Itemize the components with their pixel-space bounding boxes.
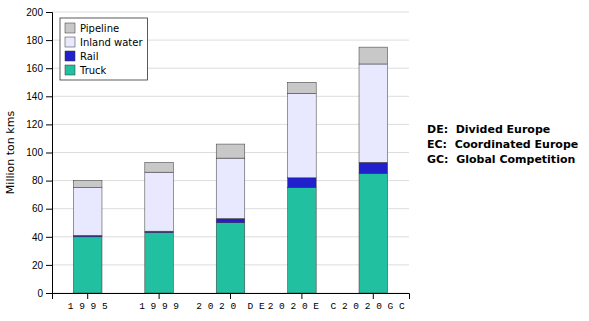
bar: [145, 162, 174, 172]
grid-line: [52, 12, 409, 13]
bar: [145, 172, 174, 231]
y-axis: 0 20 40 60 80 100 120 140 160 180 200: [26, 7, 52, 299]
bar: [359, 162, 388, 173]
y-tick-label: 120: [26, 119, 43, 130]
x-tick-mark: [159, 293, 160, 299]
grid-line: [52, 124, 409, 125]
bar: [73, 237, 102, 293]
y-tick: 80: [32, 175, 52, 186]
bar-series: [73, 64, 387, 235]
y-tick: 180: [26, 35, 52, 46]
x-tick-mark: [87, 293, 88, 299]
annotation-line: EC: Coordinated Europe: [427, 138, 578, 151]
y-tick-label: 140: [26, 91, 43, 102]
grid-line: [52, 96, 409, 97]
chart-container: 0204060801001201401601802001 9 9 51 9 9 …: [0, 0, 589, 321]
plot: 0204060801001201401601802001 9 9 51 9 9 …: [4, 7, 410, 312]
legend-swatch: [65, 65, 75, 75]
y-tick-label: 180: [26, 35, 43, 46]
legend-swatch: [65, 37, 75, 47]
y-tick: 200: [26, 7, 52, 18]
legend-item: Inland water: [65, 37, 143, 48]
legend-label: Inland water: [80, 37, 143, 48]
x-tick-label: 1 9 9 9: [139, 301, 179, 312]
bars: [73, 47, 387, 293]
bar: [288, 93, 317, 177]
y-tick-mark: [46, 124, 52, 125]
y-tick: 140: [26, 91, 52, 102]
y-tick-label: 80: [32, 175, 44, 186]
bar: [73, 181, 102, 188]
y-tick: 0: [37, 288, 52, 299]
chart-svg: 0204060801001201401601802001 9 9 51 9 9 …: [0, 0, 589, 321]
bar: [288, 82, 317, 93]
x-tick-label: 2 0 2 0 D E: [196, 301, 265, 312]
y-tick-mark: [46, 181, 52, 182]
bar: [359, 47, 388, 64]
legend-item: Pipeline: [65, 23, 119, 34]
legend-label: Pipeline: [80, 23, 119, 34]
x-axis: 1 9 9 5 1 9 9 9 2 0 2 0 D E2 0 2 0 E C 2 0 …: [53, 293, 410, 312]
legend-item: Rail: [65, 51, 98, 62]
y-tick: 160: [26, 63, 52, 74]
x-axis-line: [53, 294, 410, 300]
x-tick: 2 0 2 0 D E: [196, 293, 265, 312]
y-tick-label: 200: [26, 7, 43, 18]
y-tick-mark: [46, 237, 52, 238]
y-tick-mark: [46, 68, 52, 69]
x-tick: 2 0 2 0 G C: [342, 293, 405, 312]
y-tick-label: 100: [26, 147, 43, 158]
bar: [216, 223, 245, 293]
bar: [359, 174, 388, 293]
y-tick: 20: [32, 260, 52, 271]
y-tick-mark: [46, 12, 52, 13]
grid: [52, 12, 409, 293]
x-tick-mark: [230, 293, 231, 299]
y-tick: 100: [26, 147, 52, 158]
y-tick-mark: [46, 293, 52, 294]
y-tick-mark: [46, 265, 52, 266]
y-tick-mark: [46, 153, 52, 154]
x-tick-mark: [301, 293, 302, 299]
y-tick-mark: [46, 209, 52, 210]
legend-label: Truck: [79, 65, 107, 76]
x-tick: 1 9 9 9: [139, 293, 179, 312]
legend: Pipeline Inland water Rail Truck: [60, 18, 148, 80]
y-axis-title: Million ton kms: [4, 111, 17, 195]
bar: [73, 188, 102, 236]
legend-box: [60, 18, 148, 80]
bar: [216, 158, 245, 218]
x-tick-label: 2 0 2 0 E C: [268, 301, 337, 312]
y-tick-mark: [46, 96, 52, 97]
y-tick-mark: [46, 40, 52, 41]
bar: [145, 233, 174, 293]
bar: [359, 64, 388, 162]
x-tick-mark: [373, 293, 374, 299]
y-tick-label: 60: [32, 203, 44, 214]
legend-item: Truck: [65, 65, 107, 76]
x-tick: 2 0 2 0 E C: [268, 293, 337, 312]
legend-swatch: [65, 23, 75, 33]
annotation-line: DE: Divided Europe: [427, 123, 550, 136]
y-tick-label: 160: [26, 63, 43, 74]
y-tick: 60: [32, 203, 52, 214]
y-tick: 40: [32, 232, 52, 243]
y-tick-label: 40: [32, 232, 44, 243]
annotation-line: GC: Global Competition: [427, 153, 575, 166]
bar: [216, 144, 245, 158]
x-tick-label: 2 0 2 0 G C: [342, 301, 405, 312]
y-tick-label: 0: [37, 288, 43, 299]
y-axis-line: [46, 13, 53, 294]
annotation: DE: Divided Europe EC: Coordinated Europe…: [427, 123, 578, 166]
bar: [216, 219, 245, 223]
legend-swatch: [65, 51, 75, 61]
bar: [288, 188, 317, 293]
legend-label: Rail: [80, 51, 98, 62]
x-tick-label: 1 9 9 5: [68, 301, 108, 312]
bar: [288, 178, 317, 188]
y-tick: 120: [26, 119, 52, 130]
y-tick-label: 20: [32, 260, 44, 271]
x-tick: 1 9 9 5: [68, 293, 108, 312]
